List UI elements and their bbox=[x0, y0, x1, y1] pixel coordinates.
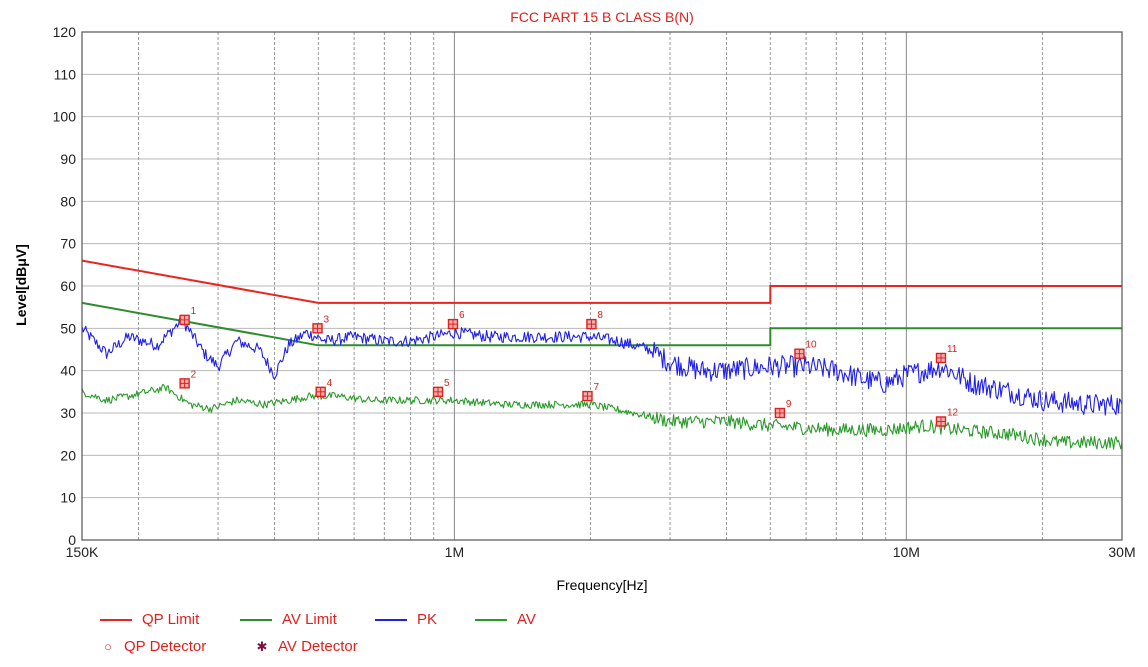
legend-av-label: AV bbox=[517, 611, 536, 628]
series-pk-line bbox=[81, 316, 1123, 416]
x-tick-label: 1M bbox=[445, 544, 464, 560]
marker-11-label: 11 bbox=[947, 344, 958, 355]
marker-3: 3 bbox=[312, 314, 330, 334]
series-av-limit-line bbox=[81, 301, 1122, 347]
y-tick-label: 70 bbox=[60, 236, 76, 252]
legend-pk-swatch bbox=[375, 618, 407, 621]
marker-9-label: 9 bbox=[786, 399, 792, 410]
series-qp-limit-line bbox=[81, 259, 1122, 304]
y-tick-label: 80 bbox=[60, 193, 76, 209]
y-tick-label: 30 bbox=[60, 405, 76, 421]
marker-7: 7 bbox=[582, 382, 599, 402]
chart-title: FCC PART 15 B CLASS B(N) bbox=[510, 9, 694, 25]
x-tick-label: 30M bbox=[1108, 544, 1135, 560]
y-tick-label: 10 bbox=[60, 490, 76, 506]
legend-av: AV bbox=[475, 611, 536, 628]
marker-9: 9 bbox=[774, 399, 792, 419]
legend-av-limit-swatch bbox=[240, 618, 272, 621]
marker-12-label: 12 bbox=[947, 407, 959, 418]
y-tick-label: 0 bbox=[68, 532, 76, 548]
legend-av-limit-label: AV Limit bbox=[282, 611, 337, 628]
legend-qp-limit-swatch bbox=[100, 618, 132, 621]
marker-8: 8 bbox=[586, 310, 603, 330]
marker-12: 12 bbox=[935, 407, 959, 427]
y-tick-label: 40 bbox=[60, 363, 76, 379]
marker-10: 10 bbox=[794, 340, 817, 359]
y-tick-label: 120 bbox=[53, 24, 77, 40]
marker-7-label: 7 bbox=[593, 382, 599, 393]
y-tick-label: 60 bbox=[60, 278, 76, 294]
y-tick-label: 50 bbox=[60, 320, 76, 336]
marker-4: 4 bbox=[315, 378, 333, 398]
y-tick-label: 110 bbox=[54, 66, 77, 82]
trace-layer bbox=[81, 316, 1123, 450]
circle-icon: ○ bbox=[104, 639, 112, 654]
y-tick-label: 100 bbox=[53, 109, 77, 125]
x-axis-label: Frequency[Hz] bbox=[556, 577, 647, 593]
plot-frame bbox=[81, 31, 1123, 541]
marker-8-label: 8 bbox=[597, 310, 603, 321]
x-tick-label: 150K bbox=[66, 544, 99, 560]
marker-11: 11 bbox=[935, 344, 958, 364]
marker-1: 1 bbox=[179, 306, 197, 326]
x-tick-label: 10M bbox=[893, 544, 920, 560]
marker-4-label: 4 bbox=[327, 378, 333, 389]
marker-2-label: 2 bbox=[191, 369, 197, 380]
legend-av-detector-label: AV Detector bbox=[278, 638, 358, 655]
legend-qp-limit: QP Limit bbox=[100, 611, 199, 628]
marker-5: 5 bbox=[432, 378, 450, 398]
series-av-line bbox=[81, 384, 1123, 450]
marker-2: 2 bbox=[179, 369, 197, 389]
marker-5-label: 5 bbox=[444, 378, 450, 389]
legend-pk-label: PK bbox=[417, 611, 438, 628]
marker-6: 6 bbox=[447, 310, 465, 330]
star-icon: ✱ bbox=[256, 638, 268, 654]
legend-qp-detector-label: QP Detector bbox=[124, 638, 207, 655]
y-tick-label: 20 bbox=[60, 447, 76, 463]
legend-av-detector: ✱ AV Detector bbox=[254, 638, 358, 655]
limit-layer bbox=[81, 259, 1122, 347]
legend-qp-detector: ○ QP Detector bbox=[100, 638, 206, 655]
legend-pk: PK bbox=[375, 611, 437, 628]
legend-av-limit: AV Limit bbox=[240, 611, 337, 628]
marker-3-label: 3 bbox=[324, 314, 330, 325]
y-axis-label: Level[dBμV] bbox=[13, 244, 29, 326]
legend-av-swatch bbox=[475, 618, 507, 621]
marker-6-label: 6 bbox=[459, 310, 465, 321]
marker-1-label: 1 bbox=[191, 306, 197, 317]
marker-10-label: 10 bbox=[805, 340, 817, 351]
legend-qp-limit-label: QP Limit bbox=[142, 611, 200, 628]
y-tick-label: 90 bbox=[60, 151, 76, 167]
